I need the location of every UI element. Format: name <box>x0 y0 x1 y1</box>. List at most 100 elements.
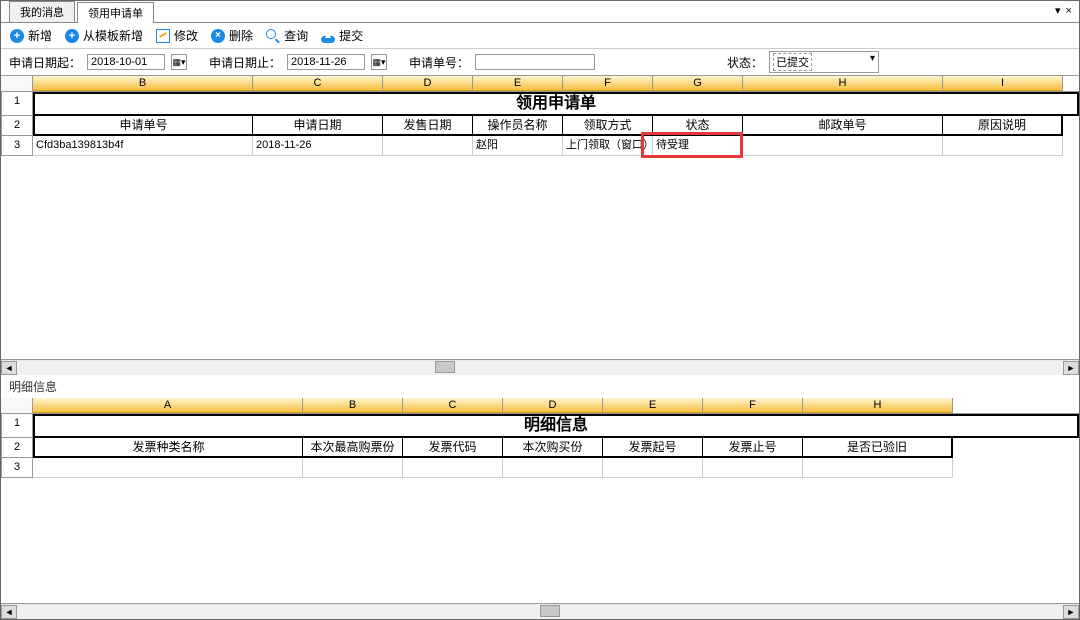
tab-actions[interactable]: ▾ × <box>1055 4 1073 17</box>
data-cell[interactable] <box>943 136 1063 156</box>
search-icon <box>265 28 281 44</box>
edit-button[interactable]: 修改 <box>155 27 198 44</box>
table-row[interactable]: 3 <box>1 458 1079 478</box>
scroll-left-icon[interactable]: ◄ <box>1 361 17 375</box>
submit-button[interactable]: 提交 <box>320 27 363 44</box>
status-label: 状态： <box>727 54 763 71</box>
data-cell[interactable] <box>743 136 943 156</box>
delete-button[interactable]: × 删除 <box>210 27 253 44</box>
grid-area: BCDEFGHI 1领用申请单2申请单号申请日期发售日期操作员名称领取方式状态邮… <box>1 75 1079 619</box>
edit-label: 修改 <box>174 27 198 44</box>
add-label: 新增 <box>28 27 52 44</box>
col-letter[interactable]: I <box>943 76 1063 91</box>
edit-icon <box>155 28 171 44</box>
column-letters-row: ABCDEFH <box>1 398 1079 414</box>
column-header: 操作员名称 <box>473 116 563 136</box>
col-letter[interactable]: E <box>473 76 563 91</box>
window: 我的消息 领用申请单 ▾ × + 新增 + 从模板新增 修改 × 删除 查询 提… <box>0 0 1080 620</box>
calendar-icon[interactable]: ▦▾ <box>171 54 187 70</box>
column-header: 邮政单号 <box>743 116 943 136</box>
plus-icon: + <box>64 28 80 44</box>
row-number[interactable]: 2 <box>1 116 33 136</box>
col-letter[interactable]: C <box>253 76 383 91</box>
h-scrollbar[interactable]: ◄ ► <box>1 359 1079 375</box>
grid-title: 明细信息 <box>33 414 1079 438</box>
data-cell[interactable]: 2018-11-26 <box>253 136 383 156</box>
table-row[interactable]: 3Cfd3ba139813b4f2018-11-26 赵阳上门领取（窗口）待受理 <box>1 136 1079 156</box>
status-select[interactable]: 已提交 <box>769 51 879 73</box>
scroll-right-icon[interactable]: ► <box>1063 605 1079 619</box>
column-header: 是否已验旧 <box>803 438 953 458</box>
column-letters-row: BCDEFGHI <box>1 76 1079 92</box>
data-cell[interactable] <box>383 136 473 156</box>
corner-cell <box>1 398 33 413</box>
column-header: 发售日期 <box>383 116 473 136</box>
column-header: 发票起号 <box>603 438 703 458</box>
lower-grid: ABCDEFH 1明细信息2发票种类名称本次最高购票份发票代码本次购买份发票起号… <box>1 398 1079 619</box>
order-no-input[interactable] <box>475 54 595 70</box>
plus-icon: + <box>9 28 25 44</box>
filter-row: 申请日期起： ▦▾ 申请日期止： ▦▾ 申请单号： 状态： 已提交 <box>1 49 1079 75</box>
data-cell[interactable] <box>503 458 603 478</box>
data-cell[interactable] <box>703 458 803 478</box>
tab-request-form[interactable]: 领用申请单 <box>77 2 154 23</box>
data-cell[interactable] <box>303 458 403 478</box>
row-number[interactable]: 1 <box>1 92 33 116</box>
data-cell[interactable]: 上门领取（窗口） <box>563 136 653 156</box>
column-header: 发票代码 <box>403 438 503 458</box>
data-cell[interactable]: 赵阳 <box>473 136 563 156</box>
col-letter[interactable]: D <box>503 398 603 413</box>
column-header: 申请日期 <box>253 116 383 136</box>
date-to-input[interactable] <box>287 54 365 70</box>
col-letter[interactable]: C <box>403 398 503 413</box>
col-letter[interactable]: D <box>383 76 473 91</box>
scroll-track[interactable] <box>17 605 1063 619</box>
scroll-right-icon[interactable]: ► <box>1063 361 1079 375</box>
row-number[interactable]: 2 <box>1 438 33 458</box>
data-cell[interactable]: 待受理 <box>653 136 743 156</box>
query-button[interactable]: 查询 <box>265 27 308 44</box>
add-button[interactable]: + 新增 <box>9 27 52 44</box>
scroll-left-icon[interactable]: ◄ <box>1 605 17 619</box>
col-letter[interactable]: A <box>33 398 303 413</box>
col-letter[interactable]: G <box>653 76 743 91</box>
delete-icon: × <box>210 28 226 44</box>
column-header: 领取方式 <box>563 116 653 136</box>
col-letter[interactable]: H <box>743 76 943 91</box>
add-from-template-button[interactable]: + 从模板新增 <box>64 27 143 44</box>
col-letter[interactable]: F <box>703 398 803 413</box>
row-number[interactable]: 1 <box>1 414 33 438</box>
upper-grid: BCDEFGHI 1领用申请单2申请单号申请日期发售日期操作员名称领取方式状态邮… <box>1 75 1079 375</box>
lower-grid-body: 1明细信息2发票种类名称本次最高购票份发票代码本次购买份发票起号发票止号是否已验… <box>1 414 1079 603</box>
calendar-icon[interactable]: ▦▾ <box>371 54 387 70</box>
data-cell[interactable] <box>603 458 703 478</box>
order-no-label: 申请单号： <box>409 54 469 71</box>
column-header: 原因说明 <box>943 116 1063 136</box>
data-cell[interactable] <box>33 458 303 478</box>
column-header: 发票止号 <box>703 438 803 458</box>
detail-section-label: 明细信息 <box>1 375 1079 398</box>
col-letter[interactable]: H <box>803 398 953 413</box>
grid-title: 领用申请单 <box>33 92 1079 116</box>
date-from-label: 申请日期起： <box>9 54 81 71</box>
scroll-track[interactable] <box>17 361 1063 375</box>
data-cell[interactable] <box>403 458 503 478</box>
upload-icon <box>320 28 336 44</box>
date-to-label: 申请日期止： <box>209 54 281 71</box>
date-from-input[interactable] <box>87 54 165 70</box>
data-cell[interactable]: Cfd3ba139813b4f <box>33 136 253 156</box>
col-letter[interactable]: B <box>33 76 253 91</box>
corner-cell <box>1 76 33 91</box>
col-letter[interactable]: E <box>603 398 703 413</box>
column-header: 申请单号 <box>33 116 253 136</box>
data-cell[interactable] <box>803 458 953 478</box>
row-number[interactable]: 3 <box>1 136 33 156</box>
col-letter[interactable]: F <box>563 76 653 91</box>
toolbar: + 新增 + 从模板新增 修改 × 删除 查询 提交 <box>1 23 1079 49</box>
row-number[interactable]: 3 <box>1 458 33 478</box>
h-scrollbar[interactable]: ◄ ► <box>1 603 1079 619</box>
upper-grid-body: 1领用申请单2申请单号申请日期发售日期操作员名称领取方式状态邮政单号原因说明3C… <box>1 92 1079 359</box>
tab-my-messages[interactable]: 我的消息 <box>9 1 75 22</box>
add-tpl-label: 从模板新增 <box>83 27 143 44</box>
col-letter[interactable]: B <box>303 398 403 413</box>
